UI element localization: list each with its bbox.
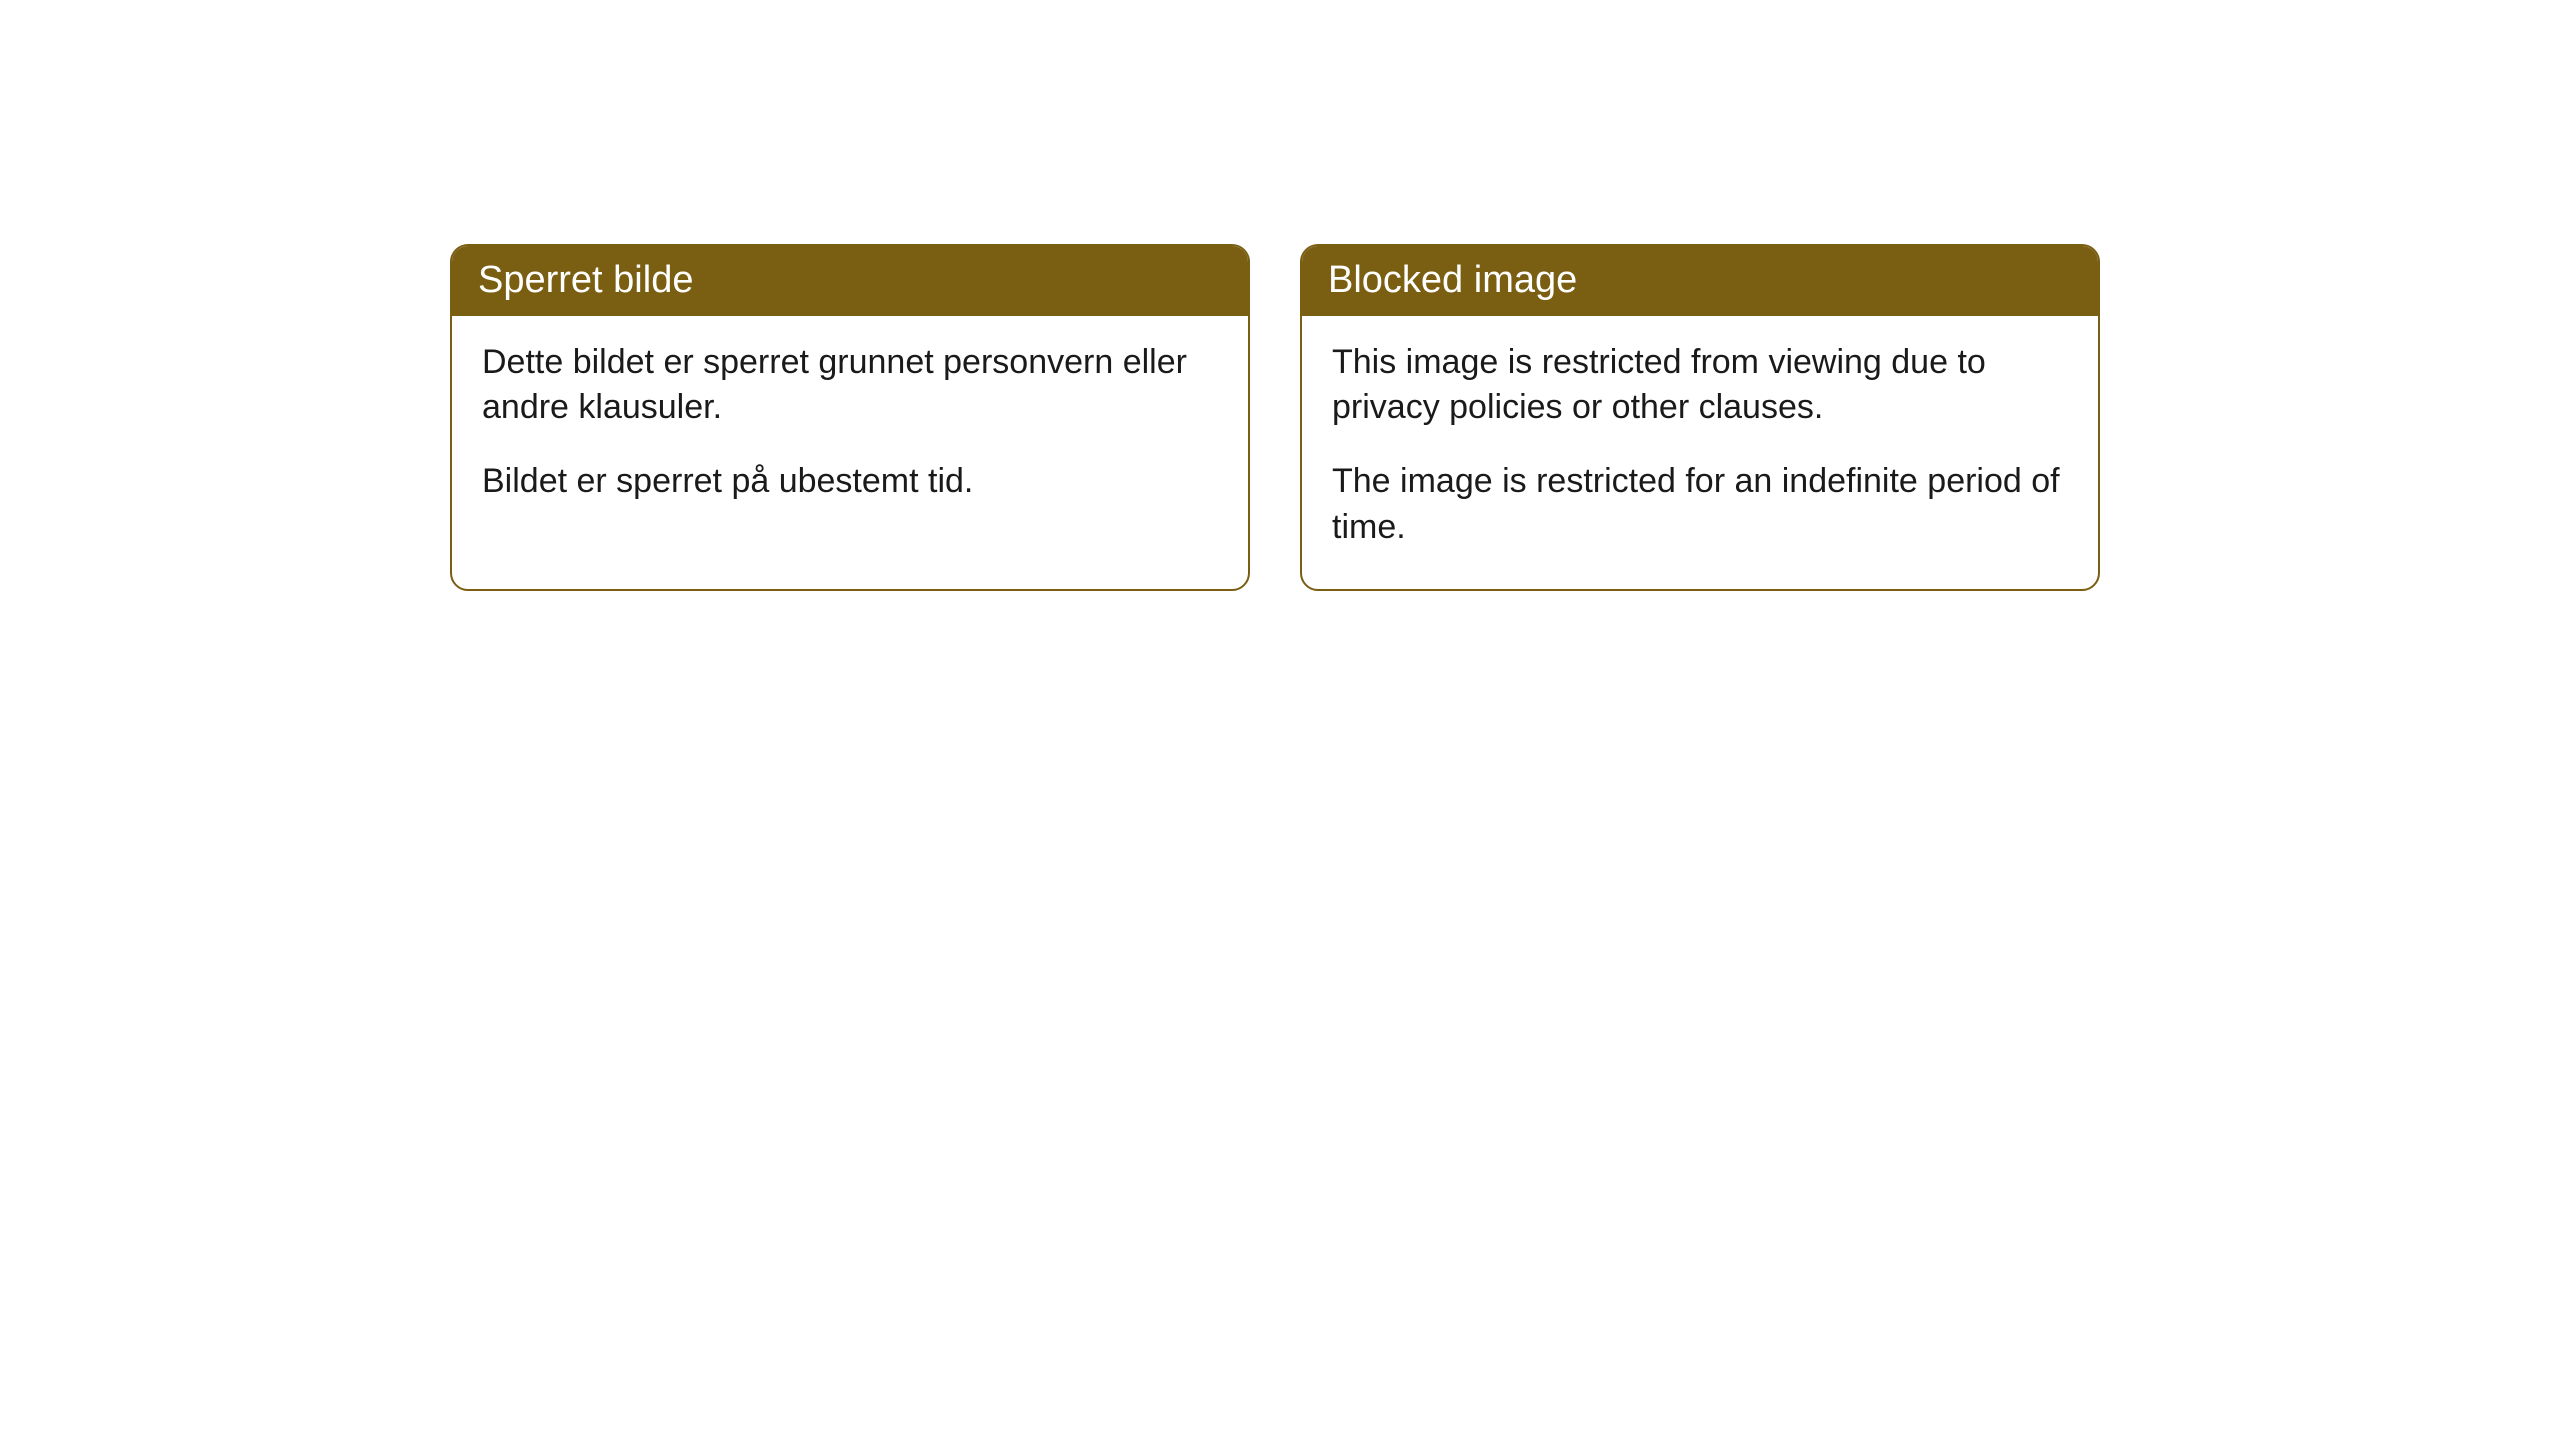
blocked-image-card-no: Sperret bilde Dette bildet er sperret gr… [450,244,1250,591]
card-paragraph-en-1: This image is restricted from viewing du… [1332,340,2068,432]
card-header-no: Sperret bilde [452,246,1248,316]
blocked-image-card-en: Blocked image This image is restricted f… [1300,244,2100,591]
card-paragraph-en-2: The image is restricted for an indefinit… [1332,459,2068,551]
card-paragraph-no-2: Bildet er sperret på ubestemt tid. [482,459,1218,505]
card-body-en: This image is restricted from viewing du… [1302,316,2098,590]
card-paragraph-no-1: Dette bildet er sperret grunnet personve… [482,340,1218,432]
card-body-no: Dette bildet er sperret grunnet personve… [452,316,1248,544]
card-header-en: Blocked image [1302,246,2098,316]
notice-container: Sperret bilde Dette bildet er sperret gr… [450,244,2100,591]
